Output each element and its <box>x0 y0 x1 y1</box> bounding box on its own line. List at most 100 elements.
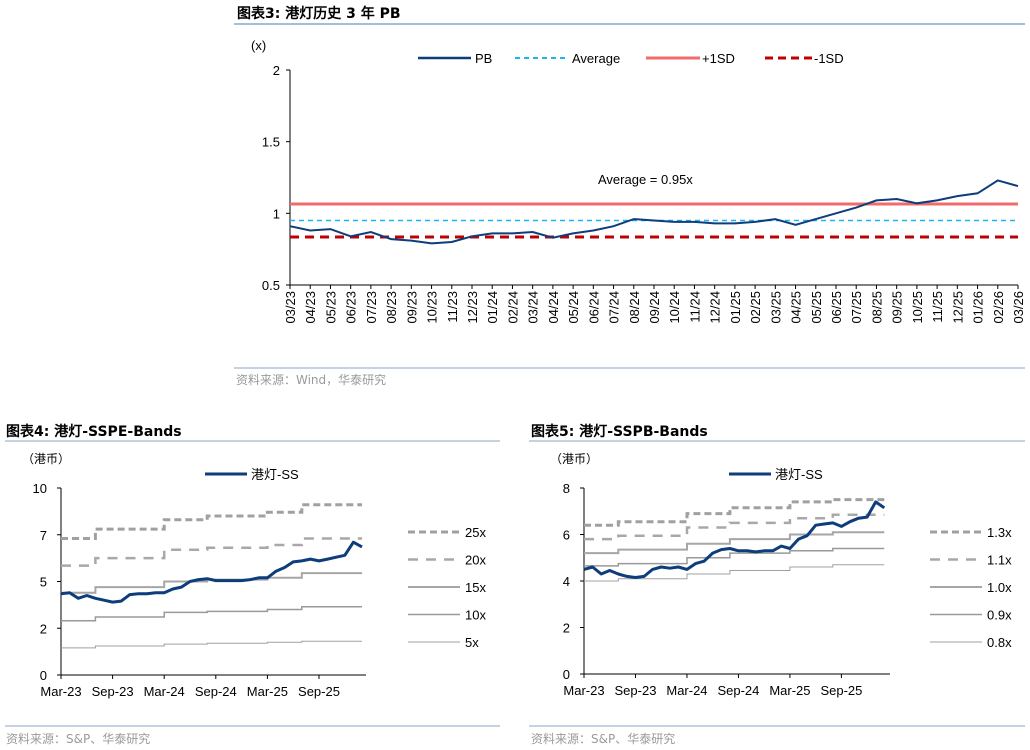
x-tick-label: 08/24 <box>627 291 642 324</box>
legend-label-band: 15x <box>465 580 486 595</box>
y-tick-label: 7 <box>40 528 47 543</box>
legend-label-band: 1.1x <box>987 553 1012 568</box>
price-series-line <box>60 540 363 604</box>
x-tick-label: 08/25 <box>869 291 884 324</box>
x-tick-label: 01/25 <box>728 291 743 324</box>
x-tick-label: Mar-24 <box>666 683 707 698</box>
average-annotation: Average = 0.95x <box>598 172 693 187</box>
fig3-title: 图表3: 港灯历史 3 年 PB <box>237 5 401 22</box>
band-line-5x <box>61 640 362 649</box>
x-tick-label: Mar-25 <box>769 683 810 698</box>
x-tick-label: Sep-25 <box>298 684 340 699</box>
x-tick-label: 03/26 <box>1011 291 1026 324</box>
band-line-15x <box>61 572 362 594</box>
x-tick-label: 07/23 <box>364 291 379 324</box>
y-tick-label: 4 <box>563 574 570 589</box>
x-tick-label: 12/25 <box>950 291 965 324</box>
x-tick-label: 06/23 <box>344 291 359 324</box>
x-tick-label: 02/26 <box>991 291 1006 324</box>
x-tick-label: 08/23 <box>384 291 399 324</box>
fig3-legend: PB Average +1SD -1SD <box>418 51 844 66</box>
x-tick-label: 11/25 <box>930 291 945 323</box>
y-tick-label: 8 <box>563 481 570 496</box>
fig4-plot: 0 2 5 7 10 Mar-23 Sep-23 Mar-24 Sep-24 Mar-25 Sep-… <box>33 481 487 699</box>
x-tick-label: 12/23 <box>465 291 480 324</box>
band-line-10x <box>61 605 362 622</box>
y-tick-label: 2 <box>273 63 280 78</box>
legend-label-band: 1.3x <box>987 525 1012 540</box>
pb-series-line <box>289 179 1019 245</box>
x-tick-label: Mar-23 <box>40 684 81 699</box>
legend-label-pb: PB <box>475 51 492 66</box>
y-tick-label: 2 <box>563 621 570 636</box>
x-tick-label: 01/26 <box>971 291 986 324</box>
legend-label-band: 5x <box>465 635 479 650</box>
x-tick-label: Mar-25 <box>247 684 288 699</box>
band-line-1_1x <box>584 513 885 541</box>
x-tick-label: 10/25 <box>910 291 925 324</box>
fig5-y-unit: （港币） <box>550 452 598 466</box>
x-tick-label: 01/24 <box>485 291 500 324</box>
x-tick-label: Sep-23 <box>92 684 134 699</box>
x-tick-label: Sep-24 <box>195 684 237 699</box>
price-series-line <box>583 500 886 579</box>
y-tick-label: 0 <box>563 667 570 682</box>
x-tick-label: 09/24 <box>647 291 662 324</box>
fig4-y-unit: （港币） <box>22 452 70 466</box>
fig3-plot: 0.5 1 1.5 2 03/23 04/23 05/23 06/23 07/23 08/23 09… <box>262 63 1026 324</box>
x-tick-label: 07/25 <box>849 291 864 324</box>
band-line-1_3x <box>584 498 885 527</box>
x-tick-label: 03/24 <box>526 291 541 324</box>
legend-label-band: 25x <box>465 525 486 540</box>
x-tick-label: 03/23 <box>283 291 298 324</box>
legend-label-plus1sd: +1SD <box>702 51 735 66</box>
y-tick-label: 0.5 <box>262 278 280 293</box>
fig4-title: 图表4: 港灯-SSPE-Bands <box>6 423 182 440</box>
legend-label-band: 0.9x <box>987 608 1012 623</box>
x-tick-label: 03/25 <box>768 291 783 324</box>
x-tick-label: 05/23 <box>323 291 338 324</box>
x-tick-label: 05/25 <box>809 291 824 324</box>
x-tick-label: 02/25 <box>748 291 763 324</box>
fig5-source: 资料来源：S&P、华泰研究 <box>531 731 675 746</box>
x-tick-label: 10/24 <box>667 291 682 324</box>
x-tick-label: Sep-25 <box>820 683 862 698</box>
fig5-title: 图表5: 港灯-SSPB-Bands <box>531 423 708 440</box>
fig3-y-unit: (x) <box>251 38 266 53</box>
y-tick-label: 5 <box>40 575 47 590</box>
x-tick-label: 04/24 <box>546 291 561 324</box>
x-tick-label: 06/25 <box>829 291 844 324</box>
band-line-0_9x <box>584 547 885 567</box>
band-line-1_0x <box>584 531 885 555</box>
x-tick-label: 06/24 <box>586 291 601 324</box>
x-tick-label: 04/23 <box>303 291 318 324</box>
legend-label-band: 20x <box>465 553 486 568</box>
y-tick-label: 1.5 <box>262 135 280 150</box>
x-tick-label: 04/25 <box>789 291 804 324</box>
x-tick-label: 11/23 <box>445 291 460 323</box>
x-tick-label: Sep-23 <box>615 683 657 698</box>
band-line-0_8x <box>584 564 885 582</box>
legend-label-band: 10x <box>465 608 486 623</box>
x-tick-label: 07/24 <box>607 291 622 324</box>
legend-label-average: Average <box>572 51 620 66</box>
y-tick-label: 2 <box>40 621 47 636</box>
x-tick-label: Mar-23 <box>563 683 604 698</box>
x-tick-label: 10/23 <box>425 291 440 324</box>
x-tick-label: 02/24 <box>505 291 520 324</box>
y-tick-label: 1 <box>273 206 280 221</box>
legend-label-band: 1.0x <box>987 580 1012 595</box>
fig3-source: 资料来源：Wind，华泰研究 <box>236 372 386 387</box>
band-line-25x <box>61 503 362 540</box>
fig4-legend-top: 港灯-SS <box>205 467 299 482</box>
fig4-source: 资料来源：S&P、华泰研究 <box>6 731 150 746</box>
legend-label-price: 港灯-SS <box>251 467 299 482</box>
x-tick-label: Sep-24 <box>717 683 759 698</box>
y-tick-label: 10 <box>33 481 47 496</box>
x-tick-label: 09/23 <box>404 291 419 324</box>
legend-label-price: 港灯-SS <box>775 467 823 482</box>
x-tick-label: 12/24 <box>708 291 723 324</box>
band-line-20x <box>61 537 362 567</box>
x-tick-label: 11/24 <box>687 291 702 323</box>
